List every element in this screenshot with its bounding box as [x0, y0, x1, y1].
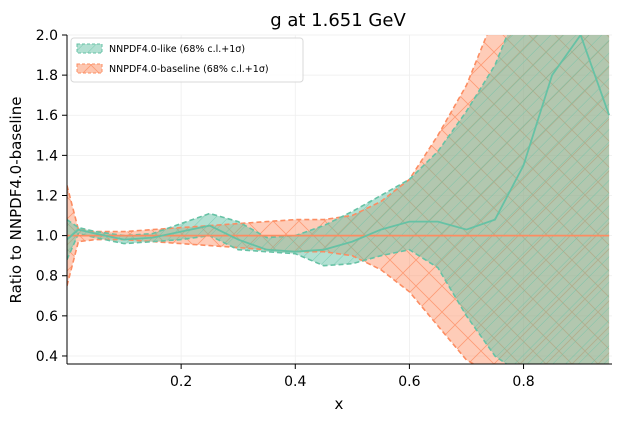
legend-hatch-like — [77, 44, 102, 53]
x-ticks: 0.2 0.4 0.6 0.8 — [170, 364, 535, 390]
x-axis-title: x — [335, 395, 344, 413]
y-tick-label: 1.6 — [36, 108, 58, 124]
uncertainty-bands — [67, 35, 610, 364]
x-tick-label: 0.4 — [284, 374, 306, 390]
legend-hatch-baseline — [77, 64, 102, 73]
upper-bound-baseline — [67, 35, 488, 233]
chart-title: g at 1.651 GeV — [270, 10, 406, 31]
legend: NNPDF4.0-like (68% c.l.+1σ) NNPDF4.0-bas… — [70, 37, 304, 83]
y-tick-label: 2.0 — [36, 28, 58, 44]
x-tick-label: 0.2 — [170, 374, 192, 390]
series-lines — [67, 35, 610, 364]
central-line-like — [67, 35, 610, 253]
legend-label-like: NNPDF4.0-like (68% c.l.+1σ) — [109, 44, 245, 55]
y-axis-title: Ratio to NNPDF4.0-baseline — [7, 97, 25, 304]
legend-label-baseline: NNPDF4.0-baseline (68% c.l.+1σ) — [109, 64, 269, 75]
y-tick-label: 1.8 — [36, 68, 58, 84]
y-tick-label: 0.8 — [36, 269, 58, 285]
legend-entry-like: NNPDF4.0-like (68% c.l.+1σ) — [76, 43, 245, 55]
legend-frame — [70, 37, 304, 83]
y-tick-label: 1.0 — [36, 229, 58, 245]
lower-bound-baseline — [67, 238, 476, 364]
band-hatch-like — [67, 35, 610, 364]
y-tick-label: 0.4 — [36, 349, 58, 365]
y-tick-label: 0.6 — [36, 309, 58, 325]
y-ticks: 0.4 0.6 0.8 1.0 1.2 1.4 1.6 1.8 2.0 — [36, 28, 67, 365]
legend-entry-baseline: NNPDF4.0-baseline (68% c.l.+1σ) — [76, 63, 269, 75]
y-tick-label: 1.4 — [36, 148, 58, 164]
lower-bound-like — [67, 232, 508, 364]
x-tick-label: 0.6 — [398, 374, 420, 390]
x-tick-label: 0.8 — [512, 374, 534, 390]
y-tick-label: 1.2 — [36, 188, 58, 204]
